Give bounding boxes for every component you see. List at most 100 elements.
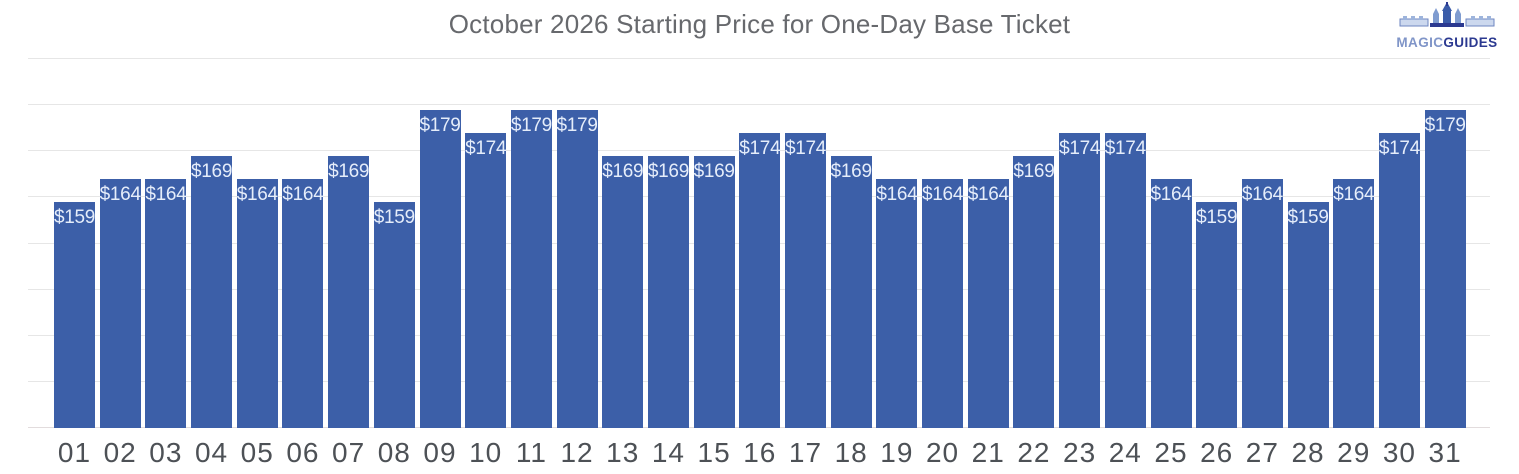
bar-value-label: $164 (1333, 183, 1375, 205)
x-tick-label: 18 (834, 437, 868, 468)
bar-day-27[interactable]: $164 (1241, 178, 1283, 428)
bar-day-20[interactable]: $164 (922, 178, 964, 428)
bar-day-14[interactable]: $169 (647, 155, 689, 428)
bar-value-label: $169 (602, 160, 644, 182)
bar-value-label: $174 (1059, 137, 1101, 159)
logo-guides-text: GUIDES (1443, 35, 1498, 50)
x-tick-label: 14 (651, 437, 686, 468)
bar-day-05[interactable]: $164 (236, 178, 278, 428)
x-tick-label: 28 (1291, 437, 1325, 468)
bar-value-label: $159 (1287, 207, 1329, 228)
castle-icon (1397, 2, 1497, 36)
bar-day-17[interactable]: $174 (784, 132, 827, 428)
x-tick-label: 27 (1245, 437, 1279, 468)
x-tick-label: 30 (1382, 437, 1417, 468)
bar-day-24[interactable]: $174 (1104, 132, 1146, 428)
bar-day-12[interactable]: $179 (556, 109, 598, 428)
magicguides-logo: MAGICGUIDES (1395, 2, 1499, 50)
bar-day-28[interactable]: $159 (1288, 202, 1329, 428)
x-tick-label: 07 (332, 437, 366, 468)
bar-value-label: $164 (236, 183, 278, 205)
bar-value-label: $169 (1013, 160, 1055, 182)
x-tick-label: 04 (194, 437, 229, 468)
bar-day-16[interactable]: $174 (739, 132, 781, 428)
chart-title: October 2026 Starting Price for One-Day … (448, 9, 1071, 39)
plot-area: $159 $164 $164 $169 $164 $164 $169 $159 $179 $174… (28, 58, 1490, 428)
x-tick-label: 12 (560, 437, 594, 468)
x-tick-label: 01 (57, 437, 92, 468)
bar-day-31[interactable]: $179 (1424, 109, 1466, 428)
gridline (28, 104, 1490, 106)
bar-day-09[interactable]: $179 (419, 109, 461, 428)
bar-day-25[interactable]: $164 (1150, 178, 1192, 428)
x-tick-label: 05 (240, 437, 274, 468)
bar-day-15[interactable]: $169 (693, 155, 735, 428)
bar-day-03[interactable]: $164 (145, 178, 187, 428)
x-tick-label: 10 (469, 437, 503, 468)
logo-wordmark: MAGICGUIDES (1395, 35, 1499, 50)
x-axis-labels: 01 02 03 04 05 06 07 08 09 10 11 12 13 14 15 16 17 18 19 20… (54, 434, 1466, 472)
bar-value-label: $169 (191, 160, 233, 182)
bar-value-label: $169 (328, 160, 370, 182)
bar-day-10[interactable]: $174 (465, 132, 507, 428)
bar-day-04[interactable]: $169 (191, 155, 233, 428)
bar-value-label: $159 (373, 207, 415, 228)
x-tick-label: 08 (377, 437, 411, 468)
bar-value-label: $174 (465, 137, 507, 159)
bar-value-label: $179 (510, 114, 552, 136)
x-tick-label: 31 (1428, 437, 1462, 468)
gridline (28, 58, 1490, 59)
bar-value-label: $159 (53, 207, 96, 228)
bar-day-19[interactable]: $164 (876, 178, 918, 428)
x-tick-label: 16 (743, 437, 777, 468)
bar-day-11[interactable]: $179 (510, 109, 552, 428)
bar-day-29[interactable]: $164 (1333, 178, 1375, 428)
bar-value-label: $169 (647, 160, 689, 182)
x-tick-label: 09 (423, 437, 457, 468)
bar-value-label: $164 (282, 183, 324, 205)
bar-day-18[interactable]: $169 (831, 155, 872, 428)
x-tick-label: 26 (1200, 437, 1234, 468)
bar-value-label: $164 (922, 183, 964, 205)
bar-value-label: $164 (1241, 183, 1283, 205)
bar-value-label: $174 (1104, 137, 1146, 159)
bar-day-23[interactable]: $174 (1059, 132, 1101, 428)
bar-day-13[interactable]: $169 (602, 155, 644, 428)
x-tick-label: 02 (103, 437, 137, 468)
x-tick-label: 22 (1017, 437, 1051, 468)
bar-day-22[interactable]: $169 (1013, 155, 1055, 428)
bar-day-26[interactable]: $159 (1196, 202, 1238, 428)
bar-value-label: $164 (876, 183, 918, 205)
bar-value-label: $179 (1424, 114, 1466, 136)
logo-magic-text: MAGIC (1396, 35, 1444, 50)
x-tick-label: 19 (880, 437, 914, 468)
x-tick-label: 15 (697, 437, 731, 468)
bar-day-07[interactable]: $169 (328, 155, 370, 428)
bar-day-08[interactable]: $159 (374, 202, 415, 428)
bar-value-label: $174 (784, 137, 827, 159)
bar-day-01[interactable]: $159 (54, 202, 95, 428)
bar-value-label: $164 (1150, 183, 1192, 205)
bar-day-06[interactable]: $164 (282, 178, 324, 428)
x-tick-label: 17 (788, 437, 823, 468)
bar-value-label: $179 (556, 114, 598, 136)
x-tick-label: 29 (1337, 437, 1371, 468)
bar-day-21[interactable]: $164 (967, 178, 1009, 428)
x-tick-label: 06 (286, 437, 320, 468)
x-tick-label: 03 (149, 437, 183, 468)
x-tick-label: 20 (925, 437, 960, 468)
bar-value-label: $164 (967, 183, 1009, 205)
bar-value-label: $164 (99, 183, 141, 205)
x-tick-label: 13 (606, 437, 640, 468)
bar-value-label: $179 (419, 114, 461, 136)
x-tick-label: 21 (971, 437, 1005, 468)
x-tick-label: 25 (1154, 437, 1188, 468)
x-tick-label: 11 (515, 437, 547, 468)
bar-value-label: $174 (739, 137, 781, 159)
bar-day-02[interactable]: $164 (99, 178, 141, 428)
bar-day-30[interactable]: $174 (1379, 132, 1420, 428)
bar-value-label: $159 (1196, 207, 1238, 228)
bar-value-label: $169 (693, 160, 735, 182)
x-tick-label: 23 (1063, 437, 1097, 468)
